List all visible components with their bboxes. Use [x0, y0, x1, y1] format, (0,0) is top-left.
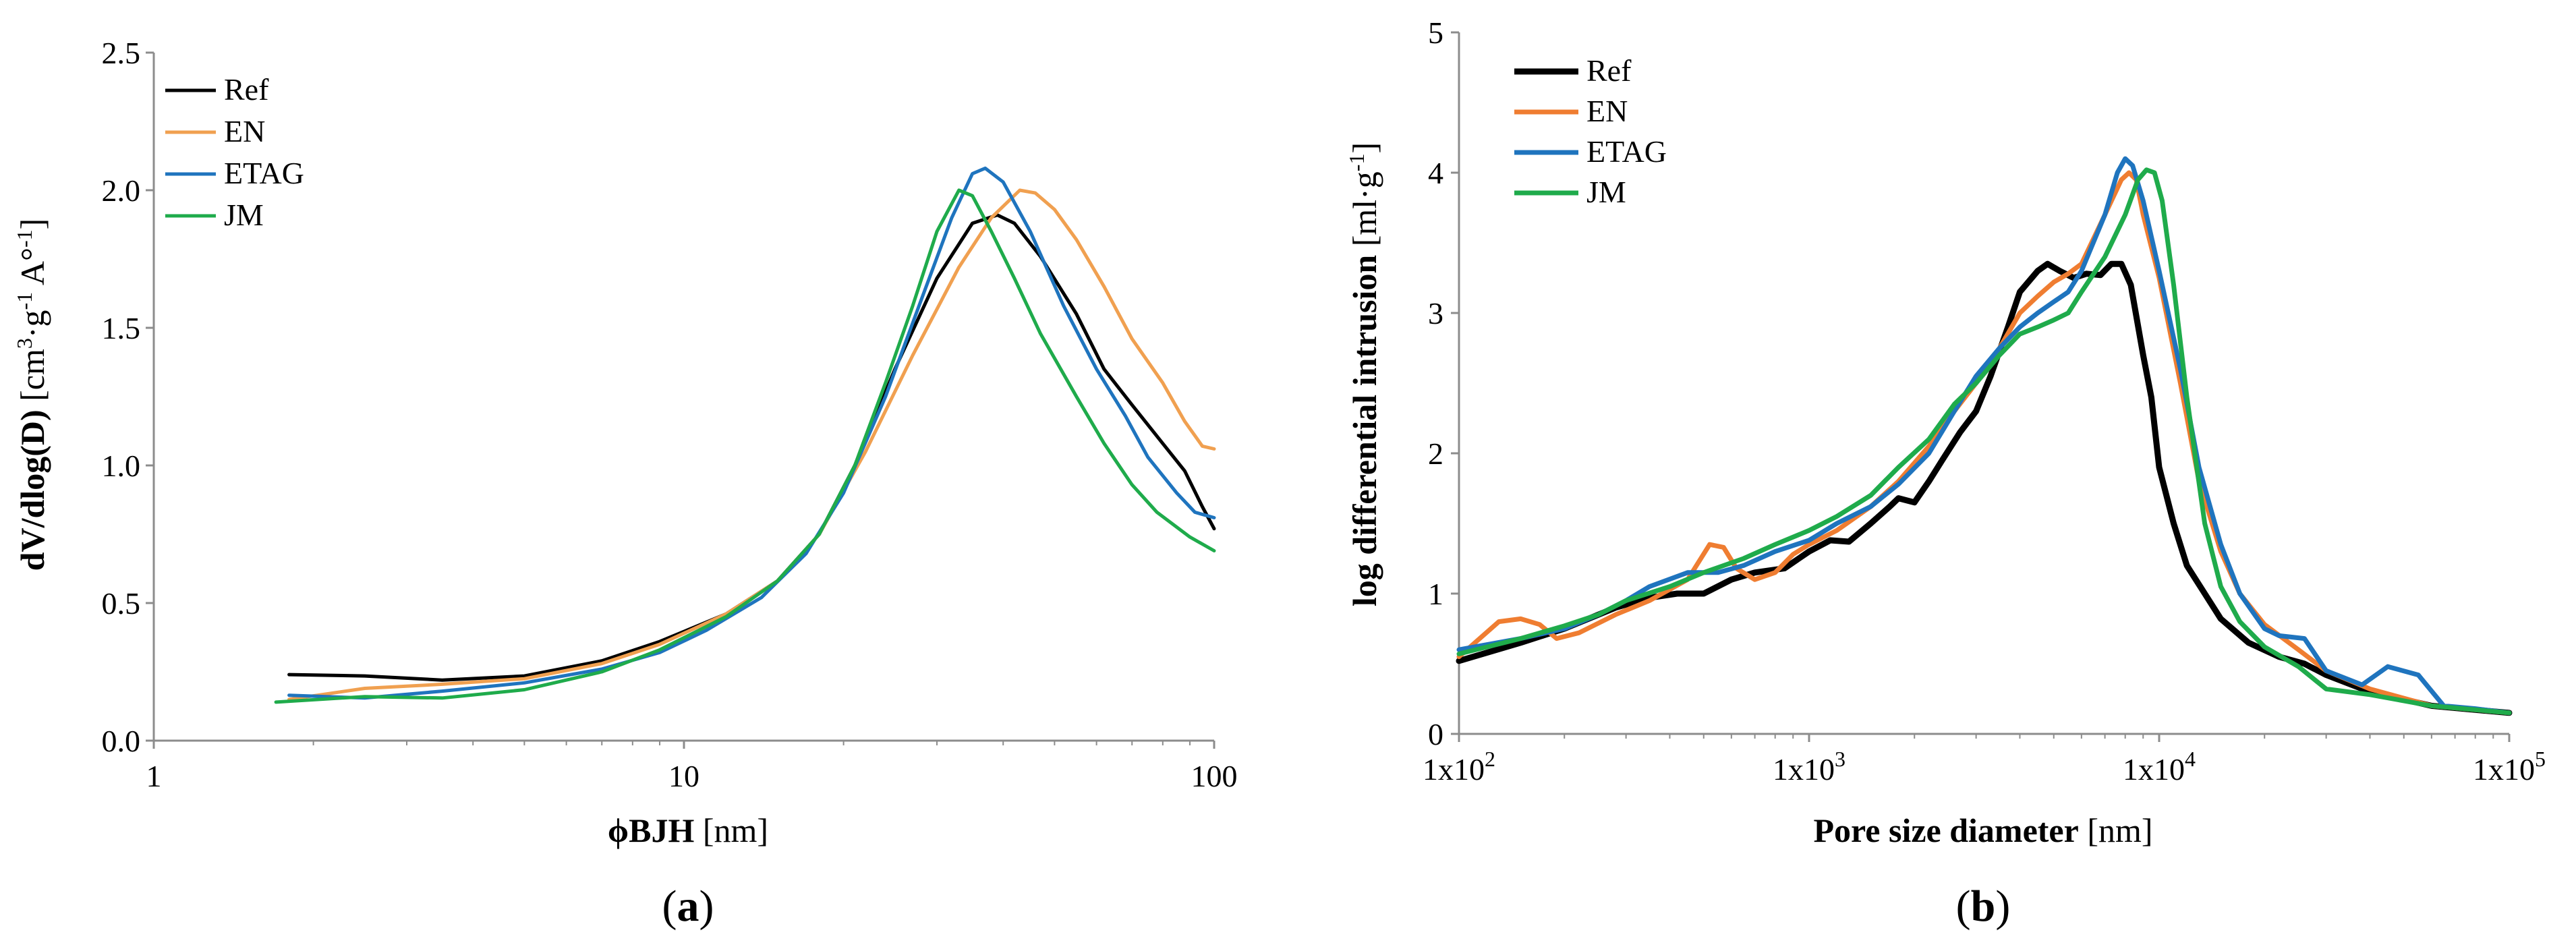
panel-a-legend: Ref EN ETAG JM	[165, 72, 304, 232]
panel-a-y-axis-title: dV/dlog(D) [cm3·g-1 A°-1]	[12, 219, 51, 571]
series-line-ref	[1456, 260, 2513, 716]
x-tick-label: 1x104	[2123, 747, 2196, 787]
series-line-en	[1456, 170, 2512, 716]
panel-a-chart: 0.0 0.5 1.0 1.5 2.0 2.5 1 10 100 Ref EN ETAG JM ϕBJ…	[12, 36, 1238, 931]
series-line-etag	[1456, 156, 2512, 716]
series-line-en	[287, 188, 1216, 702]
y-tick-label: 2.5	[102, 36, 141, 70]
x-tick-label: 1	[146, 759, 162, 793]
panel-b-chart: 0 1 2 3 4 5 1x102 1x103 1x104 1x105 Ref EN ETAG JM P…	[1344, 16, 2546, 931]
panel-a-tick-labels: 0.0 0.5 1.0 1.5 2.0 2.5 1 10 100	[102, 36, 1238, 793]
y-tick-label: 0.5	[102, 586, 141, 621]
legend-label-ref: Ref	[1586, 53, 1632, 88]
legend-label-en: EN	[1586, 94, 1628, 128]
x-tick-label: 1x102	[1423, 747, 1495, 787]
x-tick-label: 100	[1191, 759, 1238, 793]
panel-a-x-axis-title: ϕBJH [nm]	[608, 811, 768, 849]
y-tick-label: 2.0	[102, 173, 141, 208]
series-line-ref	[287, 213, 1216, 682]
panel-b-series	[1456, 156, 2513, 716]
panel-b-axes	[1451, 31, 2511, 742]
y-tick-label: 0	[1428, 717, 1443, 751]
x-tick-label: 1x103	[1773, 747, 1845, 787]
legend-label-etag: ETAG	[224, 156, 304, 190]
y-tick-label: 0.0	[102, 724, 141, 758]
panel-b-legend: Ref EN ETAG JM	[1514, 53, 1667, 209]
series-line-jm	[274, 188, 1216, 704]
legend-label-ref: Ref	[224, 72, 269, 107]
legend-label-jm: JM	[1586, 175, 1626, 209]
series-line-etag	[287, 166, 1216, 700]
panel-b-y-axis-title: log differential intrusion [ml·g-1]	[1344, 142, 1383, 606]
y-tick-label: 3	[1428, 296, 1443, 331]
legend-label-jm: JM	[224, 198, 264, 232]
legend-label-etag: ETAG	[1586, 134, 1667, 169]
y-tick-label: 4	[1428, 156, 1443, 190]
panel-a-series	[274, 166, 1216, 704]
y-tick-label: 5	[1428, 16, 1443, 50]
y-tick-label: 1	[1428, 577, 1443, 611]
y-tick-label: 1.5	[102, 311, 141, 345]
series-line-jm	[1456, 167, 2512, 716]
legend-label-en: EN	[224, 114, 265, 148]
x-tick-label: 1x105	[2473, 747, 2546, 787]
panel-b-x-axis-title: Pore size diameter [nm]	[1813, 811, 2152, 849]
panel-a-axes	[146, 51, 1215, 749]
y-tick-label: 1.0	[102, 449, 141, 483]
x-tick-label: 10	[668, 759, 699, 793]
panel-a-label: (a)	[662, 882, 714, 931]
panel-b-tick-labels: 0 1 2 3 4 5 1x102 1x103 1x104 1x105	[1423, 16, 2546, 787]
panel-b-label: (b)	[1956, 882, 2011, 931]
y-tick-label: 2	[1428, 436, 1443, 471]
